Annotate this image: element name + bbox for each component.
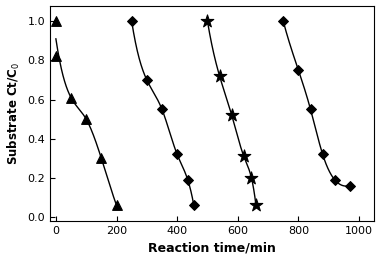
Point [114, 203, 120, 207]
Point [307, 107, 314, 112]
Point [241, 154, 247, 158]
Point [320, 152, 326, 157]
Point [83, 117, 89, 121]
Point [144, 78, 150, 82]
Point [229, 113, 235, 117]
Point [249, 176, 255, 180]
Point [53, 19, 59, 23]
Point [68, 95, 74, 100]
Point [295, 68, 301, 72]
Point [280, 19, 286, 23]
Point [347, 184, 353, 188]
Point [185, 178, 191, 182]
X-axis label: Reaction time/min: Reaction time/min [148, 242, 276, 255]
Point [174, 152, 180, 157]
Point [204, 19, 211, 23]
Point [98, 156, 104, 160]
Y-axis label: Substrate Ct/C$_0$: Substrate Ct/C$_0$ [6, 62, 22, 165]
Point [191, 203, 197, 207]
Point [217, 74, 223, 78]
Point [129, 19, 135, 23]
Point [159, 107, 165, 112]
Point [332, 178, 338, 182]
Point [53, 54, 59, 58]
Point [253, 203, 259, 207]
